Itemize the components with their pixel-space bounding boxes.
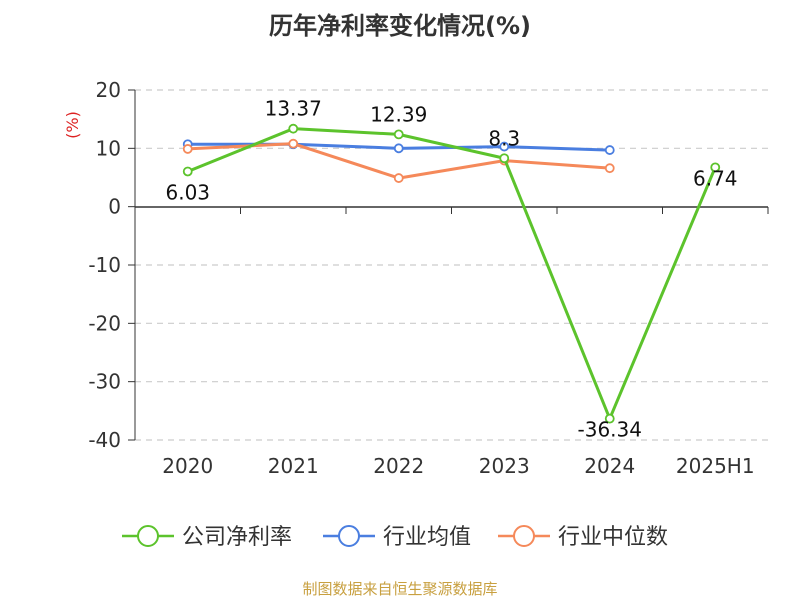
data-point bbox=[182, 144, 193, 154]
y-tick-label: 10 bbox=[96, 136, 121, 160]
chart-title: 历年净利率变化情况(%) bbox=[269, 12, 531, 40]
data-label: 6.74 bbox=[693, 166, 738, 190]
data-point bbox=[288, 138, 299, 149]
data-label: -36.34 bbox=[578, 418, 642, 442]
data-point bbox=[710, 162, 721, 173]
data-point bbox=[288, 123, 299, 134]
axes: 20 10 0 -10 -20 -30 -40 2020 2021 2022 2023 2024 202… bbox=[63, 78, 769, 478]
series-lines bbox=[182, 123, 721, 424]
y-tick-label: 0 bbox=[108, 195, 121, 219]
x-tick-label: 2025H1 bbox=[676, 454, 755, 478]
data-point bbox=[499, 141, 510, 152]
y-tick-label: -10 bbox=[88, 253, 121, 277]
legend-marker bbox=[338, 525, 360, 547]
x-tick-label: 2021 bbox=[268, 454, 319, 478]
data-point bbox=[604, 145, 615, 155]
y-tick-label: -30 bbox=[88, 370, 121, 394]
data-point bbox=[393, 129, 404, 140]
legend-item[interactable]: 公司净利率 bbox=[122, 525, 292, 550]
legend-marker bbox=[137, 525, 159, 547]
data-label: 12.39 bbox=[370, 102, 427, 126]
data-point bbox=[604, 413, 615, 424]
x-tick-label: 2022 bbox=[373, 454, 424, 478]
line-chart: 20 10 0 -10 -20 -30 -40 2020 2021 2022 2023 2024 202… bbox=[63, 78, 769, 550]
source-note: 制图数据来自恒生聚源数据库 bbox=[302, 580, 498, 598]
data-label: 13.37 bbox=[265, 97, 322, 121]
y-tick-label: 20 bbox=[96, 78, 121, 102]
legend-label: 公司净利率 bbox=[182, 525, 292, 550]
legend-item[interactable]: 行业中位数 bbox=[498, 525, 668, 550]
legend-label: 行业中位数 bbox=[558, 525, 668, 550]
data-label: 8.3 bbox=[488, 126, 520, 150]
legend-item[interactable]: 行业均值 bbox=[323, 525, 471, 550]
y-tick-label: -40 bbox=[88, 428, 121, 452]
data-point bbox=[393, 173, 404, 183]
data-point bbox=[182, 166, 193, 177]
data-labels: 6.03 13.37 12.39 8.3 -36.34 6.74 bbox=[165, 97, 737, 442]
y-axis-unit-label: (%) bbox=[63, 111, 82, 139]
data-label: 6.03 bbox=[165, 180, 210, 204]
legend-label: 行业均值 bbox=[383, 525, 471, 550]
data-point bbox=[393, 143, 404, 154]
y-tick-label: -20 bbox=[88, 311, 121, 335]
series-line bbox=[187, 127, 717, 421]
x-tick-label: 2024 bbox=[584, 454, 635, 478]
data-point bbox=[499, 153, 510, 164]
x-tick-label: 2020 bbox=[162, 454, 213, 478]
x-tick-label: 2023 bbox=[479, 454, 530, 478]
legend[interactable]: 公司净利率 行业均值 行业中位数 bbox=[122, 525, 668, 550]
data-point bbox=[604, 163, 615, 174]
legend-marker bbox=[513, 525, 535, 547]
